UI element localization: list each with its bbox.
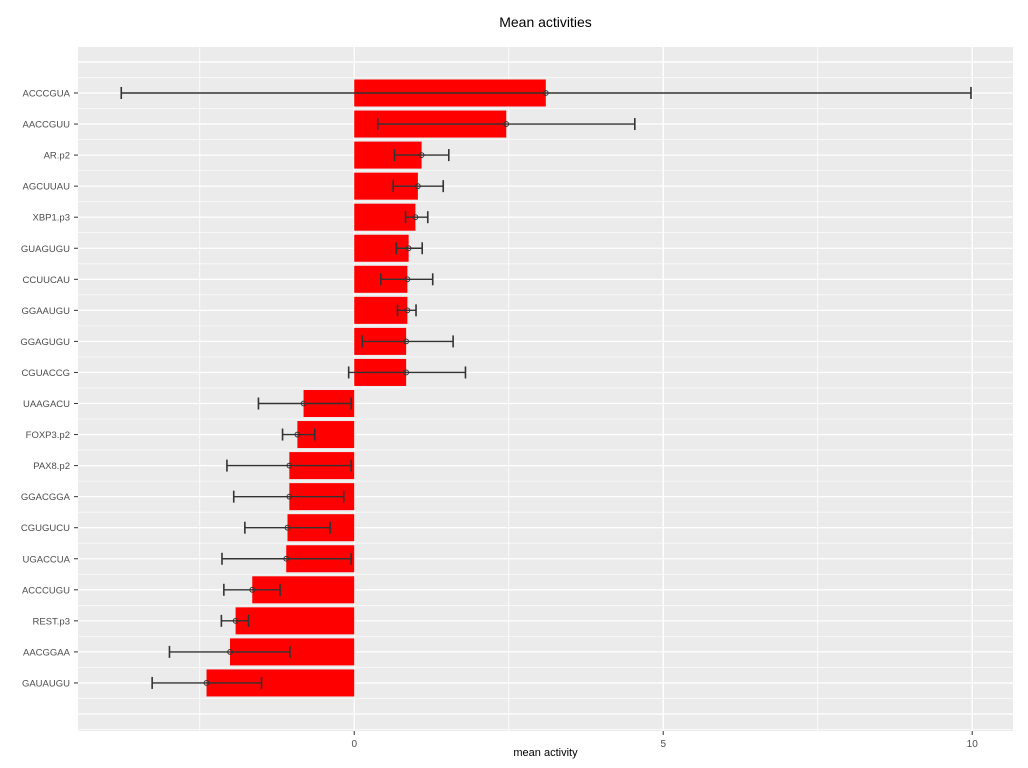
mean-point [232,617,239,624]
mean-point [404,276,411,283]
y-tick-label: AACGGAA [23,647,71,658]
mean-point [412,214,419,221]
mean-point [418,152,425,159]
y-tick-label: UGACCUA [22,554,70,565]
x-tick-label: 0 [351,739,357,750]
mean-point [405,245,412,252]
mean-point [404,307,411,314]
mean-point [403,338,410,345]
y-tick-label: AACCGUU [22,120,70,131]
mean-point [227,649,233,655]
y-tick-label: CGUACCG [21,368,70,379]
x-tick-label: 10 [967,739,979,750]
y-tick-label: GGAGUGU [20,337,70,348]
y-tick-label: PAX8.p2 [33,461,70,472]
y-tick-label: XBP1.p3 [33,213,71,224]
y-tick-label: GAUAUGU [22,678,70,689]
mean-point [403,369,410,376]
bar [235,607,355,635]
mean-point [300,400,307,407]
mean-point [203,680,210,686]
y-tick-label: GGAAUGU [21,306,70,317]
y-tick-label: REST.p3 [33,616,71,627]
panel-background [78,47,1013,731]
y-tick-label: FOXP3.p2 [26,430,70,441]
y-tick-label: GGACGGA [21,492,71,503]
y-tick-label: ACCCUGU [22,585,70,596]
y-tick-label: ACCCGUA [22,89,70,100]
y-tick-label: AGCUUAU [22,182,70,193]
mean-point [542,90,549,96]
y-tick-label: CCUUCAU [23,275,71,286]
y-tick-label: GUAGUGU [21,244,70,255]
chart-title: Mean activities [499,14,592,30]
mean-point [284,524,291,531]
y-tick-label: AR.p2 [44,151,70,162]
x-axis-title: mean activity [513,747,578,759]
mean-point [414,183,421,190]
mean-point [283,555,290,562]
mean-point [503,121,510,127]
mean-point [286,493,293,500]
y-tick-label: UAAGACU [23,399,70,410]
mean-point [249,586,256,593]
y-tick-label: CGUGUCU [21,523,70,534]
mean-point [294,431,301,438]
mean-point [286,462,293,469]
x-tick-label: 5 [660,739,666,750]
